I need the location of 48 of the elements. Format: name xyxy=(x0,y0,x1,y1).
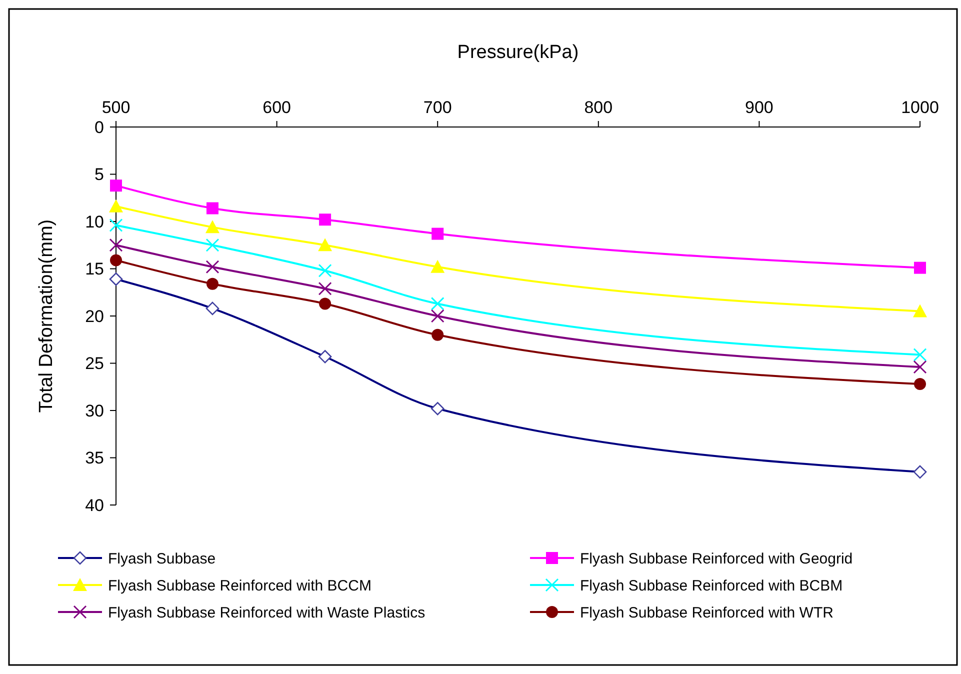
point xyxy=(318,238,332,252)
point xyxy=(110,254,122,266)
y-axis-title: Total Deformation(mm) xyxy=(36,219,57,413)
x-tick-label: 900 xyxy=(745,98,774,117)
point xyxy=(913,304,927,318)
point xyxy=(109,238,123,252)
y-tick-label: 25 xyxy=(85,354,104,374)
x-tick-label: 500 xyxy=(102,98,130,117)
y-tick-label: 40 xyxy=(85,496,104,515)
point xyxy=(318,264,332,278)
point xyxy=(319,214,332,226)
point xyxy=(206,278,218,290)
legend-label: Flyash Subbase Reinforced with Geogrid xyxy=(580,550,853,568)
legend-label: Flyash Subbase xyxy=(108,550,216,568)
point xyxy=(430,296,444,310)
point xyxy=(318,282,332,296)
point xyxy=(110,180,122,192)
point xyxy=(319,298,332,310)
legend-label: Flyash Subbase Reinforced with BCBM xyxy=(580,577,843,594)
point xyxy=(206,202,218,214)
point xyxy=(914,378,926,390)
y-tick-label: 30 xyxy=(85,401,104,420)
y-tick-label: 20 xyxy=(85,306,104,326)
point xyxy=(432,328,444,341)
legend-label: Flyash Subbase Reinforced with Waste Plastics xyxy=(108,604,426,622)
y-tick-label: 10 xyxy=(85,212,104,232)
x-tick-label: 700 xyxy=(423,98,452,117)
point xyxy=(206,260,220,274)
legend-label: Flyash Subbase Reinforced with BCCM xyxy=(108,577,372,594)
point xyxy=(430,260,445,273)
point xyxy=(205,220,220,234)
y-tick-label: 0 xyxy=(94,118,104,137)
y-tick-label: 5 xyxy=(94,165,104,184)
legend-label: Flyash Subbase Reinforced with WTR xyxy=(580,604,834,622)
x-tick-label: 600 xyxy=(262,98,291,117)
point xyxy=(109,199,123,212)
point xyxy=(432,228,444,240)
point xyxy=(430,309,444,323)
y-tick-label: 15 xyxy=(85,260,104,279)
x-axis-title: Pressure(kPa) xyxy=(457,42,579,63)
x-tick-label: 800 xyxy=(584,98,613,117)
point xyxy=(913,360,927,374)
point xyxy=(914,262,926,274)
point xyxy=(206,238,220,252)
y-tick-label: 35 xyxy=(85,448,104,468)
point xyxy=(109,218,123,232)
point xyxy=(913,348,927,362)
x-tick-label: 1000 xyxy=(901,98,939,117)
